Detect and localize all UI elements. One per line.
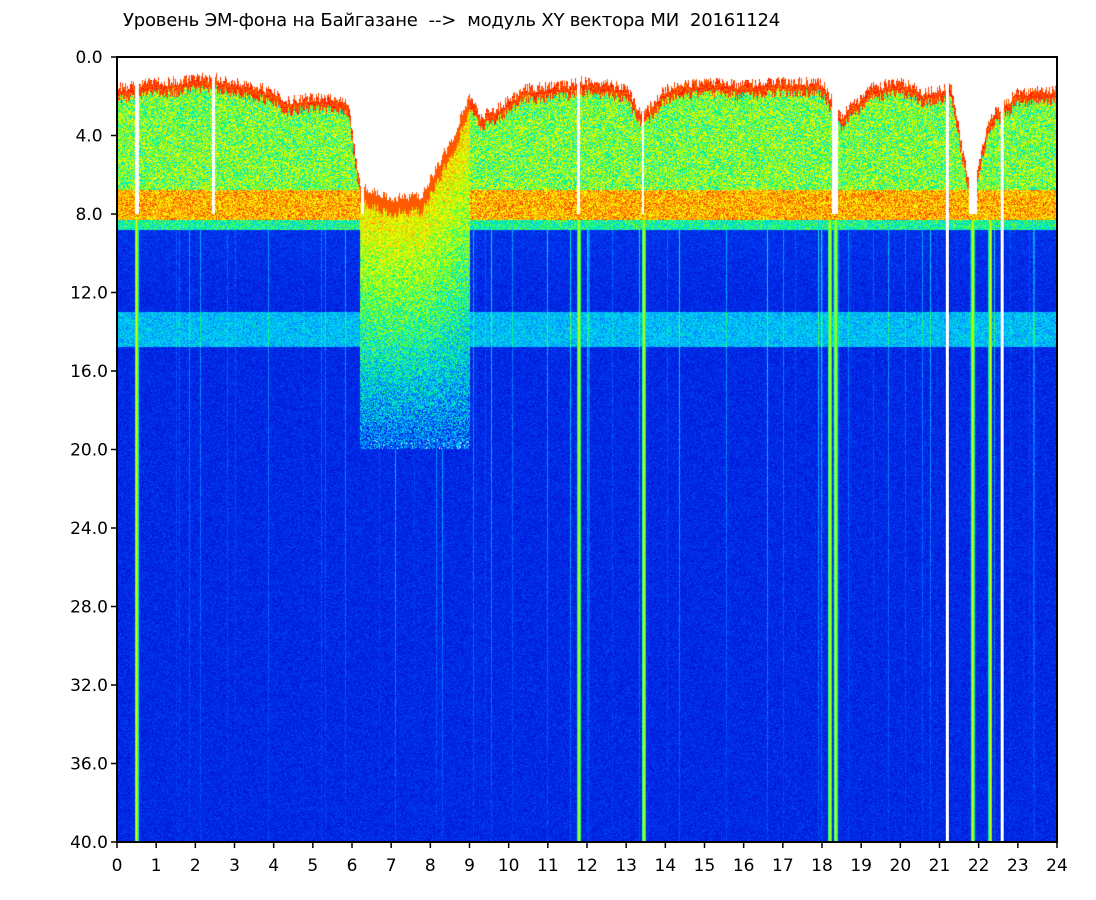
y-tick-label: 32.0 bbox=[70, 676, 108, 696]
x-tick-label: 6 bbox=[347, 856, 358, 876]
y-tick-label: 12.0 bbox=[70, 284, 108, 304]
y-tick-label: 16.0 bbox=[70, 362, 108, 382]
x-tick-label: 10 bbox=[498, 856, 520, 876]
y-tick-label: 8.0 bbox=[75, 205, 102, 225]
x-tick-label: 23 bbox=[1007, 856, 1029, 876]
x-tick-label: 14 bbox=[655, 856, 677, 876]
x-tick-label: 18 bbox=[811, 856, 833, 876]
x-tick-label: 21 bbox=[929, 856, 951, 876]
white-line bbox=[945, 57, 949, 842]
x-tick-label: 19 bbox=[850, 856, 872, 876]
x-tick-label: 22 bbox=[968, 856, 990, 876]
white-line bbox=[1000, 57, 1004, 842]
x-tick-label: 9 bbox=[464, 856, 475, 876]
x-tick-label: 16 bbox=[733, 856, 755, 876]
x-tick-label: 8 bbox=[425, 856, 436, 876]
x-tick-label: 24 bbox=[1046, 856, 1068, 876]
x-tick-label: 12 bbox=[576, 856, 598, 876]
y-tick-label: 4.0 bbox=[75, 127, 102, 147]
y-tick-label: 28.0 bbox=[70, 598, 108, 618]
x-tick-label: 3 bbox=[229, 856, 240, 876]
chart-title: Уровень ЭМ-фона на Байгазане --> модуль … bbox=[123, 10, 781, 31]
x-tick-label: 2 bbox=[190, 856, 201, 876]
x-tick-label: 20 bbox=[890, 856, 912, 876]
x-axis: 0 1 2 3 4 5 6 7 8 9 10 11 12 13 14 15 16 17 18 19 20 21 22 23 24 bbox=[112, 842, 1068, 876]
x-tick-label: 5 bbox=[307, 856, 318, 876]
y-tick-label: 20.0 bbox=[70, 441, 108, 461]
x-tick-label: 4 bbox=[268, 856, 279, 876]
x-tick-label: 11 bbox=[537, 856, 559, 876]
y-tick-label: 36.0 bbox=[70, 755, 108, 775]
x-tick-label: 15 bbox=[694, 856, 716, 876]
x-tick-label: 13 bbox=[615, 856, 637, 876]
x-tick-label: 7 bbox=[386, 856, 397, 876]
y-tick-label: 24.0 bbox=[70, 519, 108, 539]
y-tick-label: 40.0 bbox=[70, 833, 108, 853]
x-tick-label: 1 bbox=[151, 856, 162, 876]
y-tick-label: 0.0 bbox=[75, 48, 102, 68]
x-tick-label: 0 bbox=[112, 856, 123, 876]
x-tick-label: 17 bbox=[772, 856, 794, 876]
y-axis: 0.0 4.0 8.0 12.0 16.0 20.0 24.0 28.0 32.0 36.0 40.… bbox=[70, 48, 117, 853]
